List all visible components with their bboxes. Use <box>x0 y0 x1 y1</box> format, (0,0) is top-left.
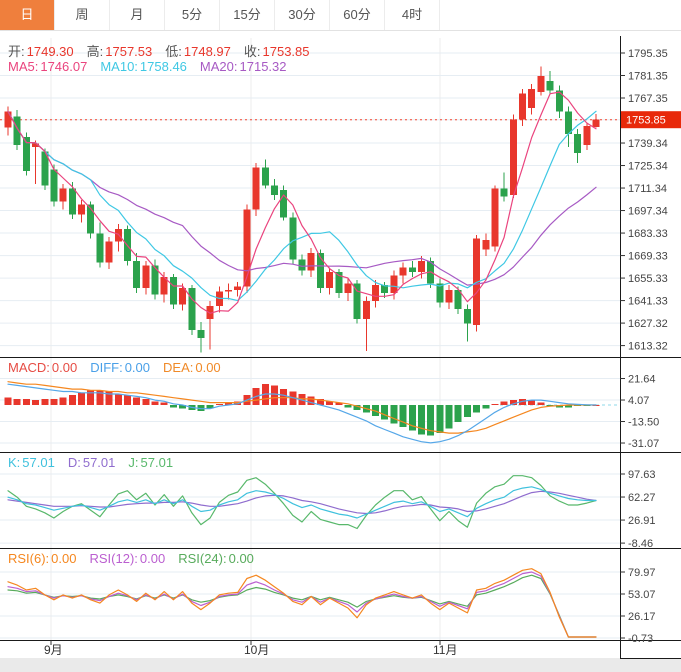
svg-text:26.91: 26.91 <box>628 515 656 527</box>
svg-text:4.07: 4.07 <box>628 395 649 407</box>
rsi-row-item-0: RSI(6): 0.00 <box>8 551 77 566</box>
svg-text:11月: 11月 <box>433 643 457 657</box>
ma-row-item-2: MA20: 1715.32 <box>199 59 287 74</box>
time-axis: 9月 10月 11月 <box>44 640 457 657</box>
macd-row-item-2: DEA: 0.00 <box>163 360 221 375</box>
kdj-layer <box>7 475 597 530</box>
svg-text:1795.35: 1795.35 <box>628 48 668 60</box>
svg-text:-8.46: -8.46 <box>628 538 653 550</box>
ma-legend-row: MA5: 1746.07 MA10: 1758.46 MA20: 1715.32 <box>8 59 289 74</box>
kdj-row-item-0: K: 57.01 <box>8 455 55 470</box>
ohlc-row-item-0: 开: 1749.30 <box>8 44 74 59</box>
ohlc-row-item-2: 低: 1748.97 <box>165 44 231 59</box>
rsi-legend-row: RSI(6): 0.00 RSI(12): 0.00 RSI(24): 0.00 <box>8 551 256 566</box>
svg-text:79.97: 79.97 <box>628 567 656 579</box>
svg-text:-13.50: -13.50 <box>628 417 659 429</box>
svg-text:1697.34: 1697.34 <box>628 206 668 218</box>
svg-text:62.27: 62.27 <box>628 492 656 504</box>
svg-text:1613.32: 1613.32 <box>628 341 668 353</box>
period-tab-5min[interactable]: 5分 <box>165 0 220 30</box>
macd-row-item-1: DIFF: 0.00 <box>90 360 151 375</box>
kdj-row-item-2: J: 57.01 <box>128 455 174 470</box>
svg-text:1655.33: 1655.33 <box>628 273 668 285</box>
ma-row-item-1: MA10: 1758.46 <box>100 59 187 74</box>
macd-layer <box>4 381 620 444</box>
ohlc-row-item-1: 高: 1757.53 <box>86 44 153 59</box>
bottom-scroll-strip[interactable] <box>0 658 681 672</box>
svg-text:26.17: 26.17 <box>628 611 656 623</box>
svg-text:1781.35: 1781.35 <box>628 71 668 83</box>
period-tab-30min[interactable]: 30分 <box>275 0 330 30</box>
svg-text:9月: 9月 <box>44 643 63 657</box>
svg-text:97.63: 97.63 <box>628 469 656 481</box>
ohlc-info-row: 开: 1749.30 高: 1757.53 低: 1748.97 收: 1753.85 <box>8 41 312 60</box>
ohlc-row-item-3: 收: 1753.85 <box>243 44 310 59</box>
rsi-layer <box>7 568 597 638</box>
svg-text:1767.35: 1767.35 <box>628 93 668 105</box>
ma-row-item-0: MA5: 1746.07 <box>8 59 88 74</box>
price-axis: 1795.35 1781.35 1767.35 1739.34 1725.34 1711.… <box>620 48 668 645</box>
svg-text:21.64: 21.64 <box>628 374 656 386</box>
svg-text:1683.33: 1683.33 <box>628 228 668 240</box>
rsi-row-item-2: RSI(24): 0.00 <box>178 551 254 566</box>
period-toolbar: 日周月 5分 15分 30分 60分 4时 <box>0 0 681 31</box>
period-tab-4hour[interactable]: 4时 <box>385 0 440 30</box>
kdj-legend-row: K: 57.01 D: 57.01 J: 57.01 <box>8 455 175 470</box>
period-tab-month[interactable]: 月 <box>110 0 165 30</box>
svg-text:1627.32: 1627.32 <box>628 318 668 330</box>
svg-text:1725.34: 1725.34 <box>628 161 668 173</box>
svg-text:1753.85: 1753.85 <box>626 115 666 127</box>
period-tab-15min[interactable]: 15分 <box>220 0 275 30</box>
kdj-row-item-1: D: 57.01 <box>67 455 116 470</box>
period-tab-week[interactable]: 周 <box>55 0 110 30</box>
candles-layer <box>4 66 600 353</box>
svg-text:-0.73: -0.73 <box>628 633 653 645</box>
svg-text:1711.34: 1711.34 <box>628 183 667 195</box>
svg-text:1739.34: 1739.34 <box>628 138 668 150</box>
macd-row-item-0: MACD: 0.00 <box>8 360 78 375</box>
period-tab-day[interactable]: 日 <box>0 0 55 30</box>
svg-text:10月: 10月 <box>244 643 269 657</box>
svg-text:-31.07: -31.07 <box>628 438 659 450</box>
rsi-row-item-1: RSI(12): 0.00 <box>89 551 166 566</box>
current-price-tag: 1753.85 <box>621 111 681 129</box>
svg-text:53.07: 53.07 <box>628 589 656 601</box>
period-tab-60min[interactable]: 60分 <box>330 0 385 30</box>
macd-legend-row: MACD: 0.00 DIFF: 0.00 DEA: 0.00 <box>8 360 223 375</box>
panel-borders <box>0 36 681 659</box>
svg-text:1669.33: 1669.33 <box>628 251 668 263</box>
ma-lines-layer <box>7 91 597 314</box>
svg-text:1641.33: 1641.33 <box>628 296 668 308</box>
